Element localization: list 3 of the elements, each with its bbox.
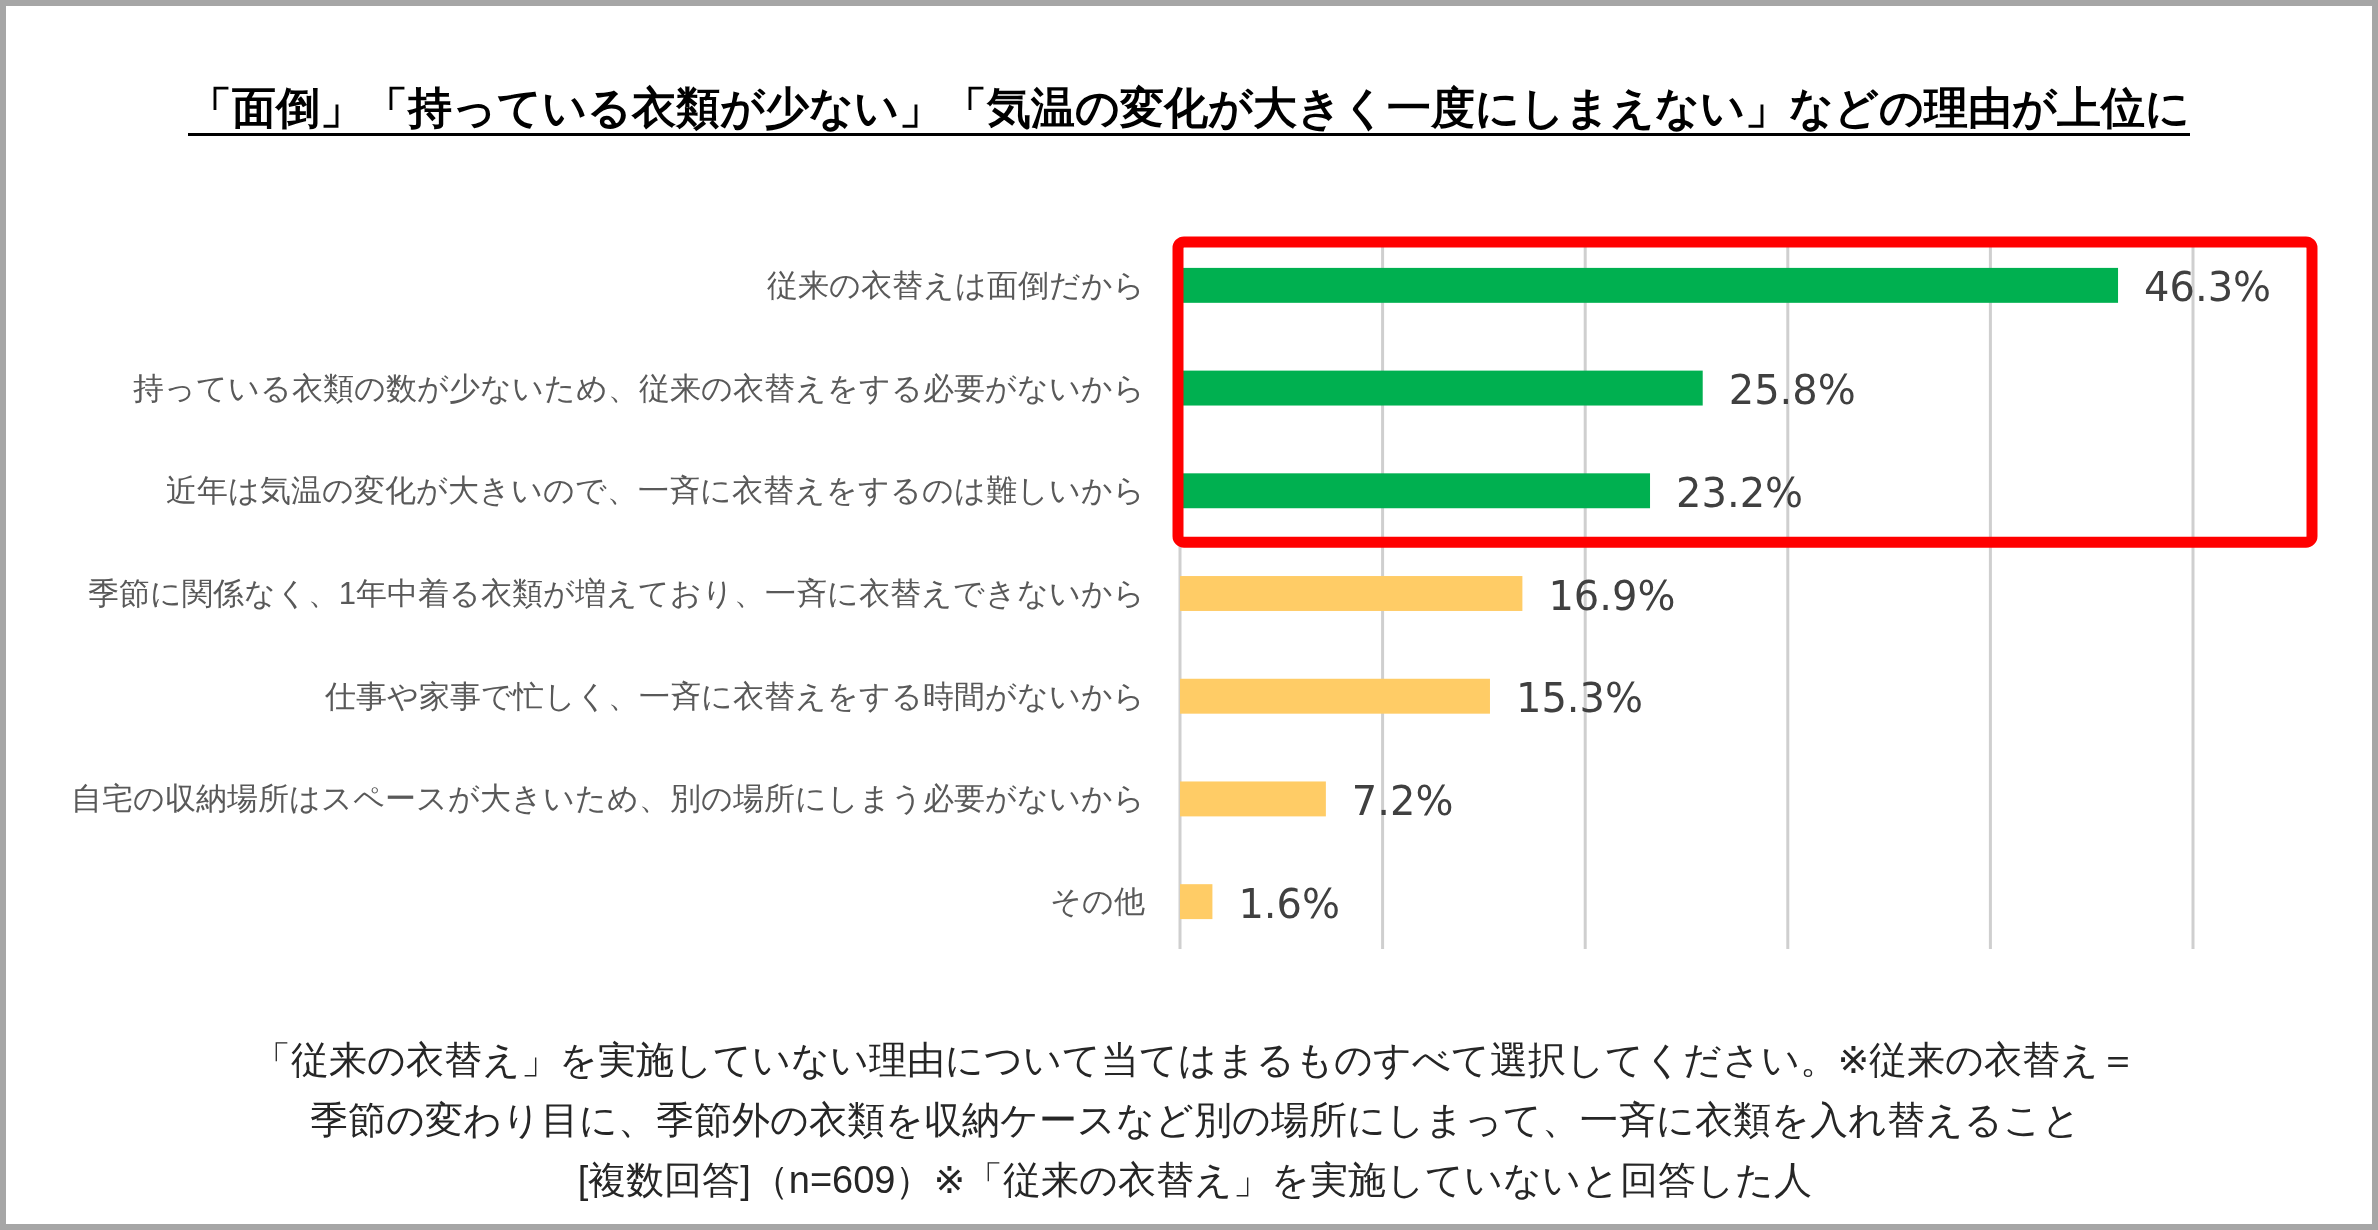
title: 「面倒」「持っている衣類が少ない」「気温の変化が大きく一度にしまえない」などの理由が上位に	[187, 82, 2191, 134]
annotation: [複数回答]（n=609）※「従来の衣替え」を実施していないと回答した人	[576, 1158, 1814, 1203]
annotation: 「従来の衣替え」を実施していない理由について当てはまるものすべて選択してください。※従来の衣替え＝季節の変わり目に、季節外の衣類を収納ケースなど別の場所にしまって、一斉に衣類を入れ替えること	[251, 1038, 2139, 1143]
